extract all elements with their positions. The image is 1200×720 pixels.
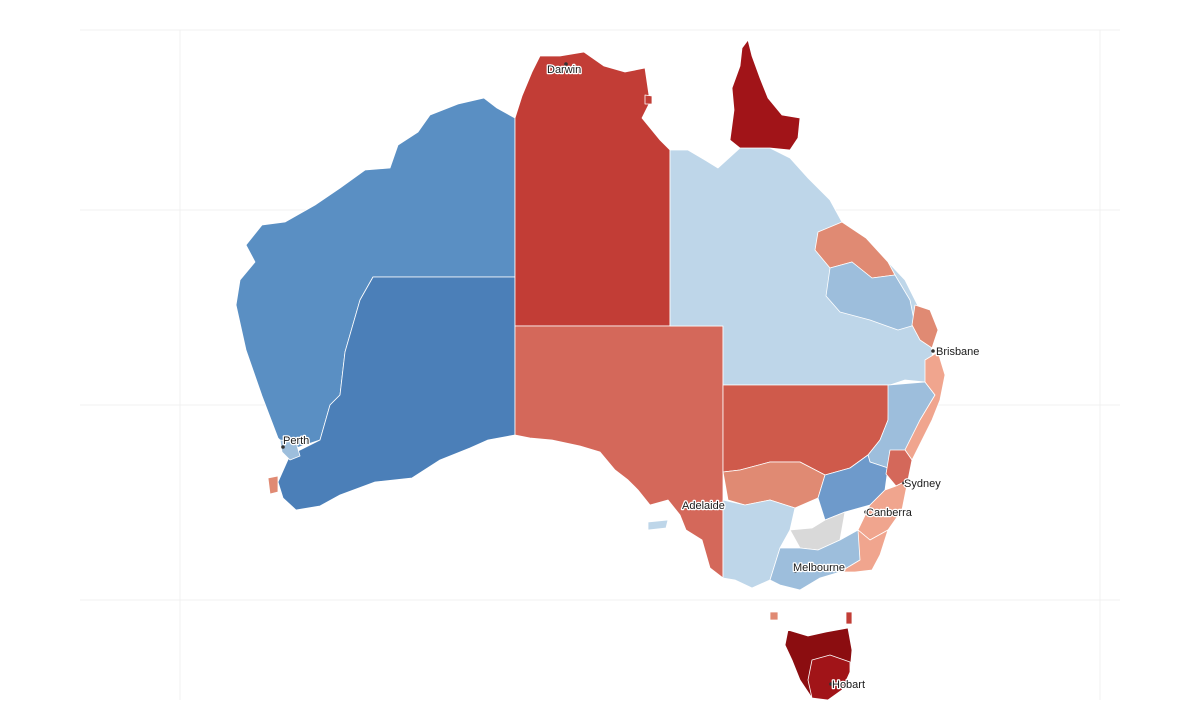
region-ki-island xyxy=(647,519,669,531)
region-tas-north-island xyxy=(769,611,779,621)
city-label-brisbane: Brisbane xyxy=(936,346,979,358)
region-perth-coast xyxy=(267,475,279,495)
city-marker-icon xyxy=(793,569,797,573)
city-label-perth: Perth xyxy=(283,435,309,447)
city-label-canberra: Canberra xyxy=(866,507,913,519)
city-labels: Darwin Brisbane Perth Sydney Adelaide Ca… xyxy=(281,62,981,692)
city-label-melbourne: Melbourne xyxy=(793,562,845,574)
city-melbourne[interactable]: Melbourne xyxy=(792,561,846,576)
region-nt[interactable] xyxy=(514,51,671,327)
city-marker-icon xyxy=(902,481,906,485)
region-tas-south[interactable] xyxy=(807,654,851,701)
region-vic-east-pink[interactable] xyxy=(839,529,889,573)
city-marker-icon xyxy=(564,62,568,66)
city-marker-icon xyxy=(281,445,285,449)
region-tas-east-island xyxy=(845,611,853,625)
city-marker-icon xyxy=(829,682,833,686)
city-perth[interactable]: Perth xyxy=(281,434,311,449)
region-wa-south[interactable] xyxy=(277,276,516,511)
region-darwin-island xyxy=(644,94,653,105)
city-label-sydney: Sydney xyxy=(904,478,941,490)
city-darwin[interactable]: Darwin xyxy=(546,62,582,77)
city-marker-icon xyxy=(864,510,868,514)
region-cape-york[interactable] xyxy=(729,39,801,151)
city-label-darwin: Darwin xyxy=(547,64,581,76)
city-brisbane[interactable]: Brisbane xyxy=(931,345,981,359)
region-qld-se-coast[interactable] xyxy=(911,304,939,349)
city-marker-icon xyxy=(682,505,686,509)
city-canberra[interactable]: Canberra xyxy=(864,506,914,520)
city-marker-icon xyxy=(931,349,935,353)
city-adelaide[interactable]: Adelaide xyxy=(681,499,726,514)
city-sydney[interactable]: Sydney xyxy=(902,477,942,491)
regions xyxy=(235,39,946,701)
region-nsw-coast-pink[interactable] xyxy=(904,351,946,461)
region-perth-metro xyxy=(279,439,301,461)
city-hobart[interactable]: Hobart xyxy=(829,678,866,692)
city-label-hobart: Hobart xyxy=(832,679,865,691)
city-label-adelaide: Adelaide xyxy=(682,500,725,512)
region-sa[interactable] xyxy=(514,325,724,579)
